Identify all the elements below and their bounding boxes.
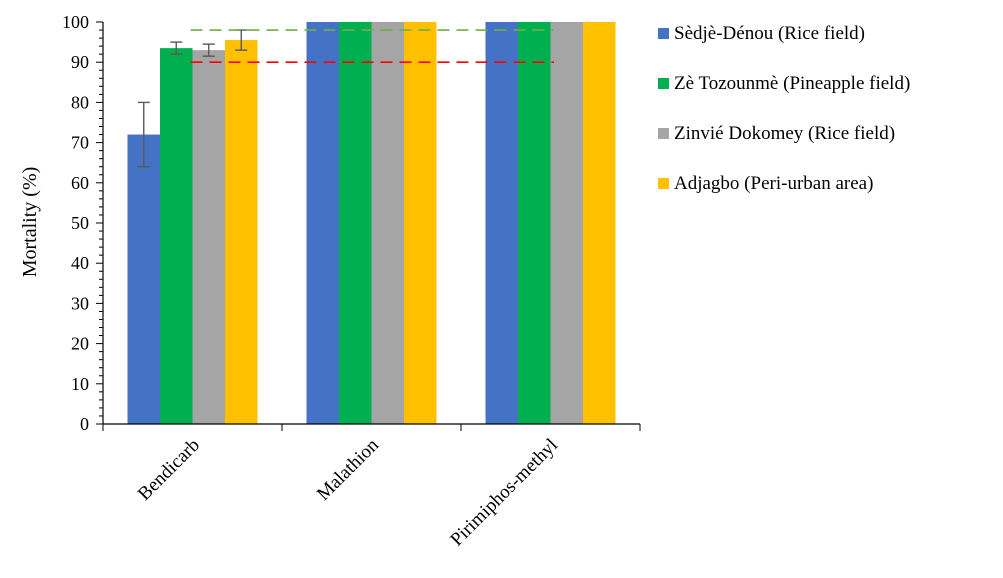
legend-item: Adjagbo (Peri-urban area) [658, 173, 873, 194]
y-axis-title: Mortality (%) [19, 167, 41, 278]
x-tick-labels: Bendicarb Malathion Pirimiphos-methyl [134, 434, 562, 550]
bar-0-2 [192, 50, 225, 424]
bar-2-2 [550, 22, 583, 424]
y-tick-label: 80 [71, 92, 89, 112]
y-tick-label: 60 [71, 173, 89, 193]
y-tick-label: 40 [71, 253, 89, 273]
bar-1-0 [306, 22, 339, 424]
y-tick-label: 50 [71, 213, 89, 233]
x-category-label: Pirimiphos-methyl [446, 435, 562, 551]
legend-label: Sèdjè-Dénou (Rice field) [674, 23, 865, 44]
bar-0-0 [127, 134, 160, 424]
bar-1-2 [371, 22, 404, 424]
bar-2-0 [485, 22, 518, 424]
error-bar-0-2 [202, 43, 215, 57]
legend-swatch [658, 78, 669, 89]
y-tick-label: 90 [71, 52, 89, 72]
bar-2-1 [518, 22, 551, 424]
legend-item: Sèdjè-Dénou (Rice field) [658, 23, 865, 44]
x-category-label: Malathion [313, 434, 383, 504]
bars-group [127, 22, 616, 425]
error-bar-0-0 [137, 101, 150, 168]
y-tick-label: 10 [71, 374, 89, 394]
legend: Sèdjè-Dénou (Rice field) Zè Tozounmè (Pin… [658, 23, 910, 194]
bar-0-1 [160, 48, 193, 424]
legend-label: Adjagbo (Peri-urban area) [674, 173, 873, 194]
y-tick-label: 100 [62, 12, 89, 32]
y-tick-label: 20 [71, 334, 89, 354]
bar-1-3 [404, 22, 437, 424]
y-tick-labels: 0 10 20 30 40 50 60 70 80 90 100 [62, 12, 89, 434]
legend-swatch [658, 128, 669, 139]
x-category-label: Bendicarb [134, 435, 204, 505]
legend-swatch [658, 178, 669, 189]
legend-item: Zè Tozounmè (Pineapple field) [658, 73, 910, 94]
y-tick-label: 30 [71, 293, 89, 313]
bar-0-3 [225, 40, 258, 425]
legend-label: Zè Tozounmè (Pineapple field) [674, 73, 910, 94]
bar-1-1 [339, 22, 372, 424]
y-tick-label: 70 [71, 133, 89, 153]
legend-item: Zinvié Dokomey (Rice field) [658, 123, 895, 144]
y-tick-label: 0 [80, 414, 89, 434]
bar-2-3 [583, 22, 616, 424]
reference-lines-group [190, 29, 554, 64]
legend-label: Zinvié Dokomey (Rice field) [674, 123, 895, 144]
axes-group [96, 21, 641, 431]
error-bar-0-1 [170, 41, 183, 55]
legend-swatch [658, 28, 669, 39]
